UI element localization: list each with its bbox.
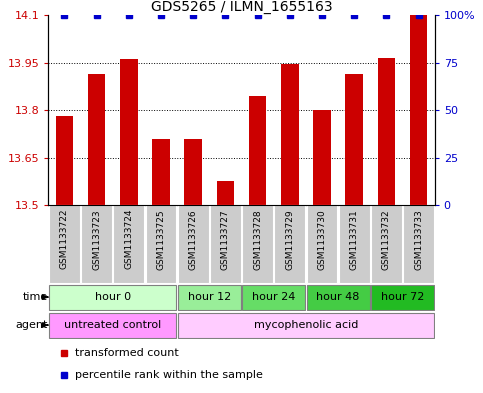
Bar [56, 116, 73, 205]
Bar [339, 205, 369, 283]
Bar [216, 181, 234, 205]
Text: hour 0: hour 0 [95, 292, 131, 302]
Bar [242, 205, 273, 283]
Bar [49, 285, 176, 310]
Bar [307, 205, 338, 283]
Text: GSM1133727: GSM1133727 [221, 209, 230, 270]
Bar [403, 205, 434, 283]
Bar [49, 205, 80, 283]
Bar [178, 205, 209, 283]
Text: GSM1133726: GSM1133726 [189, 209, 198, 270]
Bar [274, 205, 305, 283]
Text: GSM1133730: GSM1133730 [317, 209, 327, 270]
Bar [81, 205, 112, 283]
Text: hour 24: hour 24 [252, 292, 296, 302]
Bar [307, 285, 369, 310]
Bar [371, 205, 402, 283]
Text: percentile rank within the sample: percentile rank within the sample [75, 370, 263, 380]
Bar [371, 285, 434, 310]
Text: agent: agent [15, 320, 48, 330]
Text: hour 12: hour 12 [188, 292, 231, 302]
Text: time: time [22, 292, 48, 302]
Text: untreated control: untreated control [64, 320, 161, 330]
Text: transformed count: transformed count [75, 348, 179, 358]
Text: hour 48: hour 48 [316, 292, 360, 302]
Text: GSM1133728: GSM1133728 [253, 209, 262, 270]
Text: GSM1133724: GSM1133724 [124, 209, 133, 270]
Bar [178, 313, 434, 338]
Bar [345, 73, 363, 205]
Bar [242, 285, 305, 310]
Text: GSM1133725: GSM1133725 [156, 209, 166, 270]
Text: GSM1133733: GSM1133733 [414, 209, 423, 270]
Bar [120, 59, 138, 205]
Bar [152, 139, 170, 205]
Text: GSM1133732: GSM1133732 [382, 209, 391, 270]
Bar [178, 285, 241, 310]
Bar [313, 110, 331, 205]
Bar [114, 205, 144, 283]
Bar [281, 64, 298, 205]
Bar [249, 96, 267, 205]
Title: GDS5265 / ILMN_1655163: GDS5265 / ILMN_1655163 [151, 0, 332, 14]
Text: GSM1133729: GSM1133729 [285, 209, 294, 270]
Bar [185, 139, 202, 205]
Bar [378, 58, 395, 205]
Text: mycophenolic acid: mycophenolic acid [254, 320, 358, 330]
Bar [88, 73, 105, 205]
Bar [410, 15, 427, 205]
Text: GSM1133723: GSM1133723 [92, 209, 101, 270]
Text: GSM1133722: GSM1133722 [60, 209, 69, 270]
Text: GSM1133731: GSM1133731 [350, 209, 359, 270]
Text: hour 72: hour 72 [381, 292, 424, 302]
Bar [210, 205, 241, 283]
Bar [145, 205, 176, 283]
Bar [49, 313, 176, 338]
